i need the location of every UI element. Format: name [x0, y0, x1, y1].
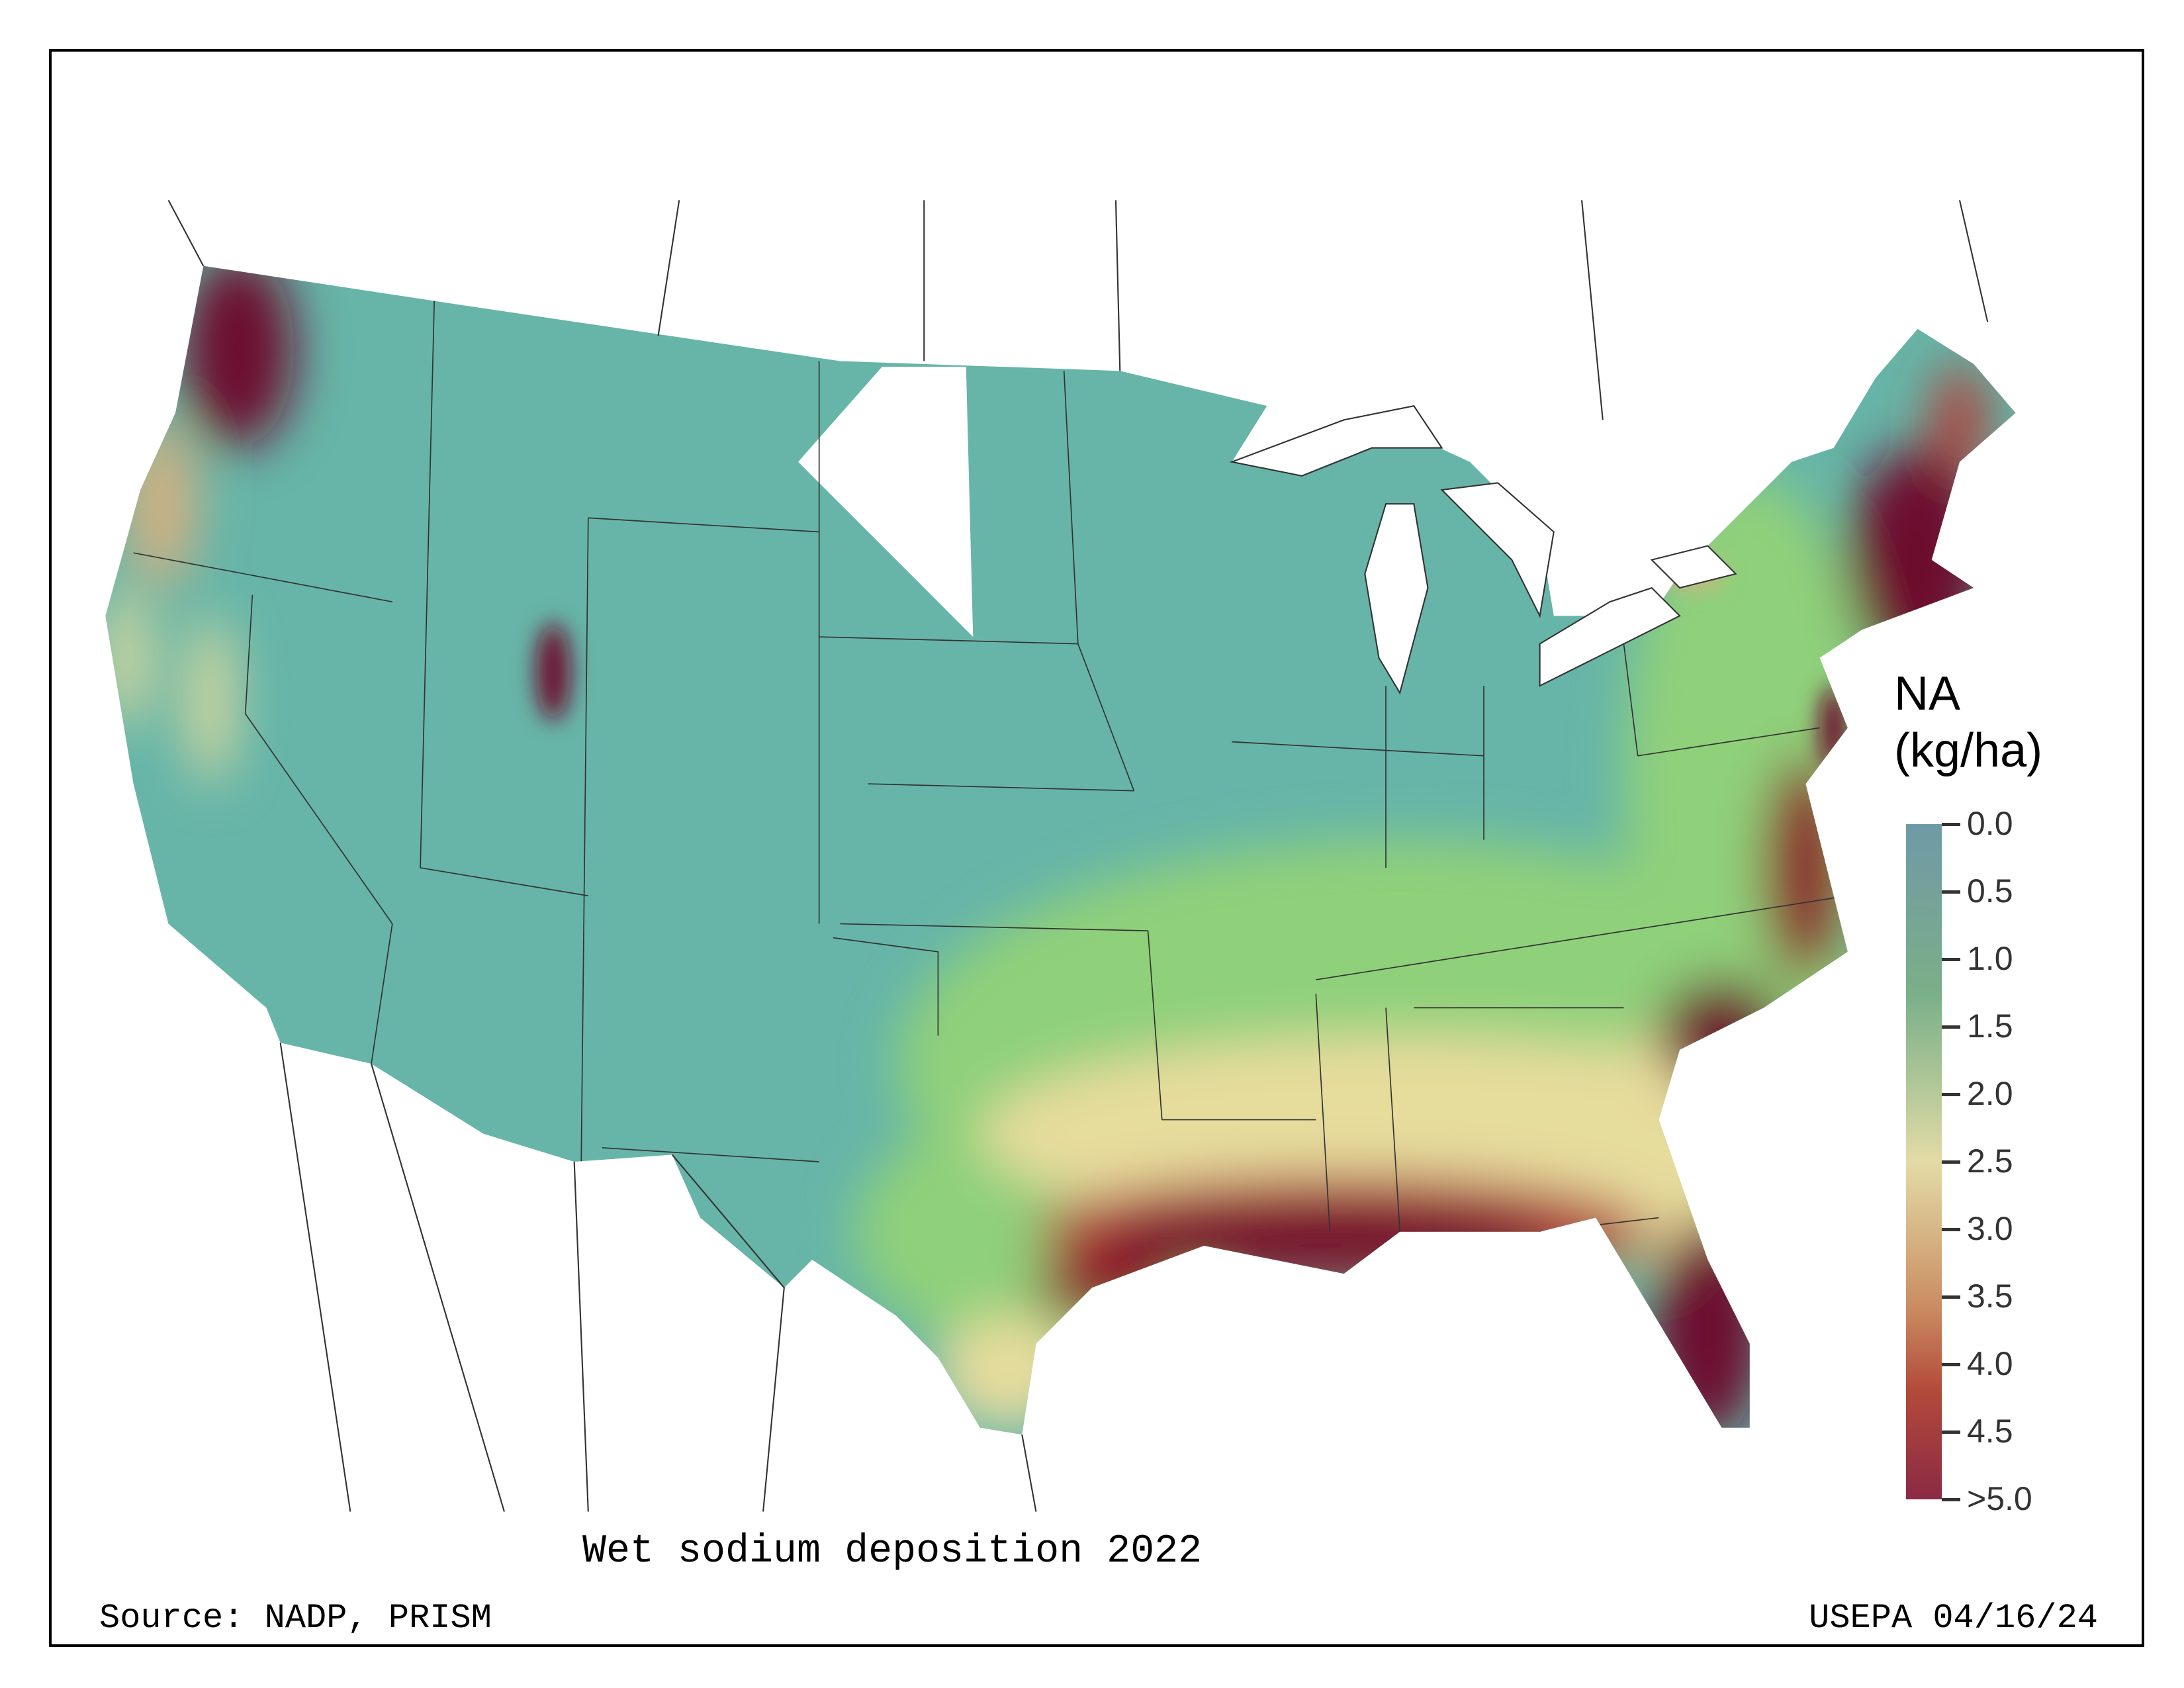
great-lakes — [1229, 405, 1737, 695]
legend-tick-mark — [1942, 1025, 1960, 1029]
source-note: Source: NADP, PRISM — [99, 1599, 492, 1638]
legend-tick-label: 0.5 — [1967, 872, 2013, 910]
legend-tick-label: 1.5 — [1967, 1008, 2013, 1045]
state-borders — [133, 301, 1848, 1233]
legend-tick-label: >5.0 — [1967, 1480, 2032, 1517]
legend-tick-mark — [1942, 1498, 1960, 1501]
legend-tick-mark — [1942, 1430, 1960, 1434]
legend-tick-mark — [1942, 1363, 1960, 1366]
legend-color-bar — [1906, 824, 1942, 1499]
legend-title-unit-name: NA — [1894, 667, 1961, 720]
legend-title: NA (kg/ha) — [1894, 665, 2042, 779]
legend-tick-label: 0.0 — [1967, 805, 2013, 842]
legend-tick-mark — [1942, 1160, 1960, 1164]
legend-tick-mark — [1942, 1228, 1960, 1231]
country-borders — [167, 199, 1989, 1512]
legend-tick-label: 1.0 — [1967, 940, 2013, 977]
legend-tick-label: 2.0 — [1967, 1075, 2013, 1112]
legend-title-unit: (kg/ha) — [1894, 724, 2043, 777]
legend-tick-label: 4.0 — [1967, 1345, 2013, 1382]
credit-note: USEPA 04/16/24 — [1809, 1599, 2098, 1638]
legend-tick-mark — [1942, 958, 1960, 961]
legend-tick-label: 3.5 — [1967, 1278, 2013, 1315]
legend-tick-mark — [1942, 823, 1960, 826]
legend-tick-label: 2.5 — [1967, 1143, 2013, 1180]
legend-tick-mark — [1942, 1093, 1960, 1096]
legend-tick-label: 3.0 — [1967, 1210, 2013, 1247]
legend-tick-label: 4.5 — [1967, 1413, 2013, 1450]
legend-tick-mark — [1942, 1295, 1960, 1299]
legend-tick-mark — [1942, 890, 1960, 894]
no-data-region — [797, 366, 974, 637]
map-title: Wet sodium deposition 2022 — [582, 1529, 1203, 1574]
map-frame — [49, 49, 2144, 1647]
